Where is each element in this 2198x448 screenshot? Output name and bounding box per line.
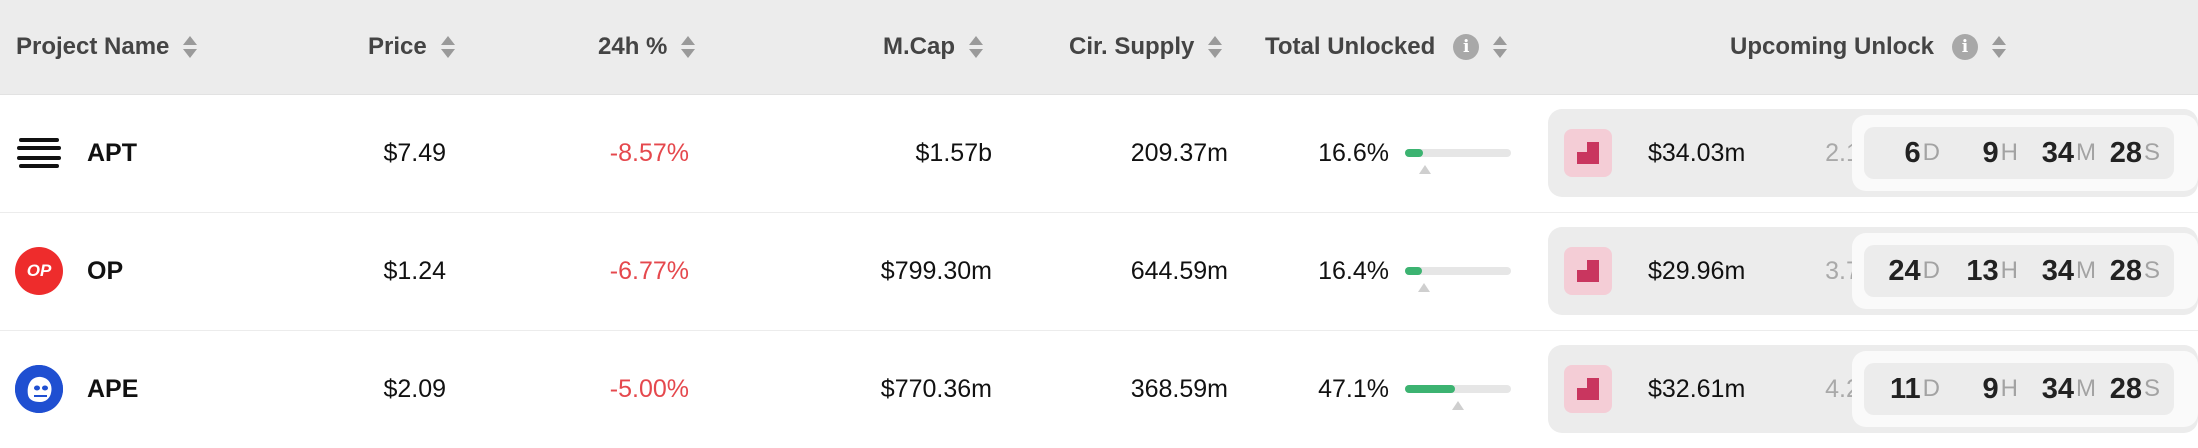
upcoming-unlock-card[interactable]: $29.96m 3.75% 24D 13H 34M 28S xyxy=(1548,227,2198,315)
mcap-value: $799.30m xyxy=(880,257,992,285)
countdown-minutes: 34 xyxy=(2041,372,2074,405)
sort-icon[interactable] xyxy=(1208,36,1223,58)
column-label-mcap: M.Cap xyxy=(883,33,955,60)
countdown-seconds: 28 xyxy=(2109,372,2142,405)
seconds-unit: S xyxy=(2143,375,2160,402)
countdown-days: 24 xyxy=(1888,254,1921,287)
column-header-price[interactable]: Price xyxy=(368,0,455,94)
unlock-chart-icon xyxy=(1564,365,1612,413)
countdown-seconds: 28 xyxy=(2109,136,2142,169)
optimism-logo-icon: OP xyxy=(15,247,63,295)
sort-icon[interactable] xyxy=(681,36,696,58)
column-label-price: Price xyxy=(368,33,427,60)
sort-icon[interactable] xyxy=(1493,36,1508,58)
column-label-24h: 24h % xyxy=(598,33,668,60)
countdown-hours: 9 xyxy=(1982,372,1999,405)
info-icon[interactable]: i xyxy=(1453,34,1480,60)
sort-icon[interactable] xyxy=(969,36,983,58)
column-label-unlocked: Total Unlocked xyxy=(1265,33,1436,60)
sort-icon[interactable] xyxy=(183,36,198,58)
column-header-project[interactable]: Project Name xyxy=(16,0,198,94)
change-value: -8.57% xyxy=(609,139,689,167)
table-row[interactable]: APE $2.09 -5.00% $770.36m 368.59m 47.1% … xyxy=(0,331,2198,448)
price-value: $1.24 xyxy=(383,257,446,285)
unlocked-value: 16.6% xyxy=(1318,139,1389,167)
unlocked-progress-fill xyxy=(1405,149,1423,157)
unlocked-progress-bar xyxy=(1405,385,1511,393)
project-name[interactable]: APT xyxy=(87,139,137,167)
column-label-supply: Cir. Supply xyxy=(1069,33,1195,60)
countdown-minutes: 34 xyxy=(2041,136,2074,169)
mcap-value: $1.57b xyxy=(915,139,992,167)
aptos-logo-icon xyxy=(15,129,63,177)
apecoin-logo-icon xyxy=(15,365,63,413)
column-label-upcoming: Upcoming Unlock xyxy=(1730,33,1935,60)
seconds-unit: S xyxy=(2143,257,2160,284)
hours-unit: H xyxy=(2000,375,2018,402)
column-header-unlocked[interactable]: Total Unlocked i xyxy=(1265,0,1508,94)
upcoming-unlock-card[interactable]: $32.61m 4.23% 11D 9H 34M 28S xyxy=(1548,345,2198,433)
days-unit: D xyxy=(1922,257,1940,284)
unlock-chart-icon xyxy=(1564,247,1612,295)
unlock-amount: $34.03m xyxy=(1648,138,1746,167)
countdown-days: 6 xyxy=(1904,136,1921,169)
unlock-amount: $32.61m xyxy=(1648,374,1746,403)
supply-value: 209.37m xyxy=(1130,139,1228,167)
table-row[interactable]: OP OP $1.24 -6.77% $799.30m 644.59m 16.4… xyxy=(0,213,2198,331)
table-row[interactable]: APT $7.49 -8.57% $1.57b 209.37m 16.6% $3… xyxy=(0,95,2198,213)
unlocked-value: 47.1% xyxy=(1318,375,1389,403)
days-unit: D xyxy=(1922,375,1940,402)
table-header: Project Name Price 24h % M.Cap Cir. Supp… xyxy=(0,0,2198,95)
unlocked-value: 16.4% xyxy=(1318,257,1389,285)
countdown-seconds: 28 xyxy=(2109,254,2142,287)
hours-unit: H xyxy=(2000,139,2018,166)
supply-value: 368.59m xyxy=(1130,375,1228,403)
countdown-minutes: 34 xyxy=(2041,254,2074,287)
countdown: 24 D 13 H 34 M 28 S xyxy=(1852,233,2198,309)
minutes-unit: M xyxy=(2076,375,2096,402)
column-header-mcap[interactable]: M.Cap xyxy=(883,0,983,94)
info-icon[interactable]: i xyxy=(1952,34,1979,60)
sort-icon[interactable] xyxy=(440,36,455,58)
countdown-hours: 9 xyxy=(1982,136,1999,169)
unlocked-progress-bar xyxy=(1405,149,1511,157)
seconds-unit: S xyxy=(2143,139,2160,166)
days-unit: D xyxy=(1922,139,1940,166)
countdown-hours: 13 xyxy=(1966,254,1999,287)
unlocked-progress-bar xyxy=(1405,267,1511,275)
minutes-unit: M xyxy=(2076,139,2096,166)
project-name[interactable]: OP xyxy=(87,257,124,285)
countdown-days: 11 xyxy=(1889,372,1921,405)
sort-icon[interactable] xyxy=(1992,36,2007,58)
column-header-upcoming[interactable]: Upcoming Unlock i xyxy=(1730,0,2007,94)
upcoming-unlock-card[interactable]: $34.03m 2.17% 6D 9H 34M 28S xyxy=(1548,109,2198,197)
project-name[interactable]: APE xyxy=(87,375,139,403)
change-value: -6.77% xyxy=(609,257,689,285)
column-header-supply[interactable]: Cir. Supply xyxy=(1069,0,1223,94)
change-value: -5.00% xyxy=(609,375,689,403)
column-header-24h[interactable]: 24h % xyxy=(598,0,696,94)
minutes-unit: M xyxy=(2076,257,2096,284)
hours-unit: H xyxy=(2000,257,2018,284)
supply-value: 644.59m xyxy=(1130,257,1228,285)
price-value: $2.09 xyxy=(383,375,446,403)
mcap-value: $770.36m xyxy=(880,375,992,403)
column-label-project: Project Name xyxy=(16,33,170,60)
unlock-chart-icon xyxy=(1564,129,1612,177)
price-value: $7.49 xyxy=(383,139,446,167)
unlocked-progress-fill xyxy=(1405,385,1455,393)
unlock-amount: $29.96m xyxy=(1648,256,1746,285)
progress-marker xyxy=(1418,283,1430,292)
progress-marker xyxy=(1419,165,1431,174)
unlocked-progress-fill xyxy=(1405,267,1422,275)
progress-marker xyxy=(1452,401,1464,410)
